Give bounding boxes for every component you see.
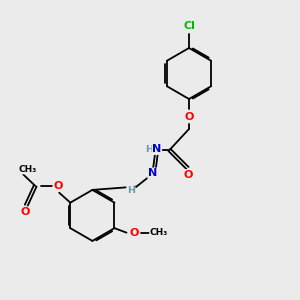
Text: N: N bbox=[148, 168, 157, 178]
Text: O: O bbox=[53, 181, 62, 191]
Text: O: O bbox=[184, 112, 194, 122]
Text: H: H bbox=[127, 186, 135, 195]
Text: Cl: Cl bbox=[183, 21, 195, 32]
Text: H: H bbox=[145, 145, 153, 154]
Text: CH₃: CH₃ bbox=[19, 165, 37, 174]
Text: N: N bbox=[152, 144, 161, 154]
Text: O: O bbox=[183, 169, 193, 180]
Text: CH₃: CH₃ bbox=[150, 228, 168, 237]
Text: O: O bbox=[130, 228, 139, 238]
Text: O: O bbox=[21, 207, 30, 217]
